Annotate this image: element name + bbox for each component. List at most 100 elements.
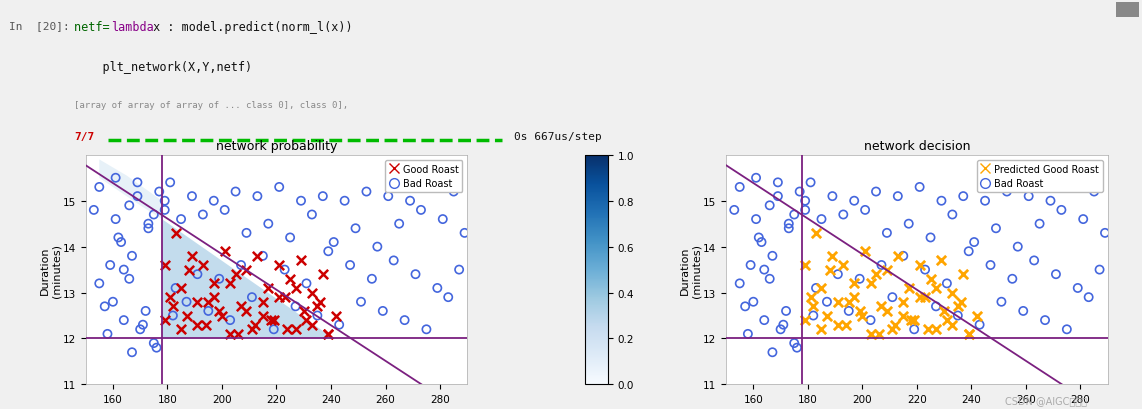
Point xyxy=(292,258,311,264)
Point xyxy=(314,271,332,278)
Point xyxy=(177,312,195,319)
Point xyxy=(139,225,158,232)
Point xyxy=(163,303,182,310)
Point xyxy=(188,271,207,278)
Point xyxy=(959,331,978,337)
Point xyxy=(796,198,814,204)
Point xyxy=(845,281,863,287)
Point xyxy=(238,230,256,236)
Point xyxy=(796,207,814,213)
Point xyxy=(829,299,847,305)
Point xyxy=(303,321,321,328)
Point xyxy=(938,317,956,324)
Point xyxy=(163,312,182,319)
Point xyxy=(444,189,463,196)
Point xyxy=(1063,184,1081,191)
Point xyxy=(753,239,771,246)
Point xyxy=(336,198,354,204)
Point xyxy=(391,221,409,227)
Point xyxy=(259,221,278,227)
Point xyxy=(254,312,272,319)
Point xyxy=(804,303,822,310)
Point xyxy=(749,235,767,241)
Point xyxy=(769,193,787,200)
Point xyxy=(959,248,978,255)
Point xyxy=(114,317,132,324)
Point xyxy=(238,267,256,273)
Point xyxy=(867,271,885,278)
Point xyxy=(456,230,474,236)
Point xyxy=(363,276,381,282)
Point xyxy=(232,262,250,269)
Text: lambda: lambda xyxy=(111,21,153,34)
Point xyxy=(922,235,940,241)
Point xyxy=(311,299,329,305)
Point xyxy=(196,321,215,328)
Point xyxy=(204,294,223,301)
Point xyxy=(731,281,749,287)
Point xyxy=(248,253,266,259)
Point xyxy=(935,308,954,315)
Point xyxy=(823,193,842,200)
Point xyxy=(943,212,962,218)
Point xyxy=(412,207,431,213)
Point xyxy=(918,326,936,333)
Point xyxy=(303,290,321,296)
Point xyxy=(1014,308,1032,315)
Point xyxy=(265,326,283,333)
Point xyxy=(772,326,790,333)
Point xyxy=(123,253,142,259)
Point xyxy=(888,193,907,200)
Point xyxy=(954,271,972,278)
Point xyxy=(853,312,871,319)
Point xyxy=(796,317,814,324)
Point xyxy=(328,312,346,319)
Point xyxy=(745,299,763,305)
Point xyxy=(238,308,256,315)
Point xyxy=(747,216,765,223)
Point xyxy=(161,294,179,301)
Point xyxy=(900,221,918,227)
Point xyxy=(226,189,244,196)
Point xyxy=(161,180,179,186)
Point xyxy=(112,239,130,246)
Point xyxy=(872,303,891,310)
Point xyxy=(804,312,822,319)
Point xyxy=(951,299,970,305)
Polygon shape xyxy=(99,160,162,220)
Point xyxy=(199,308,217,315)
Point xyxy=(932,198,950,204)
Point xyxy=(210,308,228,315)
Point xyxy=(194,262,212,269)
Point xyxy=(780,225,798,232)
Point xyxy=(763,253,781,259)
Point xyxy=(123,349,142,356)
Point xyxy=(856,248,875,255)
Point xyxy=(878,230,896,236)
Point xyxy=(204,281,223,287)
Text: [array of array of array of ... class 0], class 0],: [array of array of array of ... class 0]… xyxy=(74,101,348,110)
Point xyxy=(319,248,337,255)
Point xyxy=(1079,294,1097,301)
Point xyxy=(851,308,869,315)
Point xyxy=(324,239,343,246)
Point xyxy=(851,276,869,282)
Point xyxy=(976,198,995,204)
Point xyxy=(927,285,946,292)
Point xyxy=(821,267,839,273)
Point xyxy=(943,290,962,296)
Point xyxy=(341,262,360,269)
Point xyxy=(818,312,836,319)
Point xyxy=(785,340,803,346)
Point xyxy=(902,317,920,324)
Point xyxy=(916,267,934,273)
Point xyxy=(932,258,950,264)
Point xyxy=(981,262,999,269)
Point xyxy=(834,262,852,269)
Point xyxy=(90,281,108,287)
Point xyxy=(232,303,250,310)
Point xyxy=(883,326,901,333)
Point xyxy=(131,326,150,333)
Point xyxy=(971,321,989,328)
Text: 7/7: 7/7 xyxy=(74,131,95,141)
